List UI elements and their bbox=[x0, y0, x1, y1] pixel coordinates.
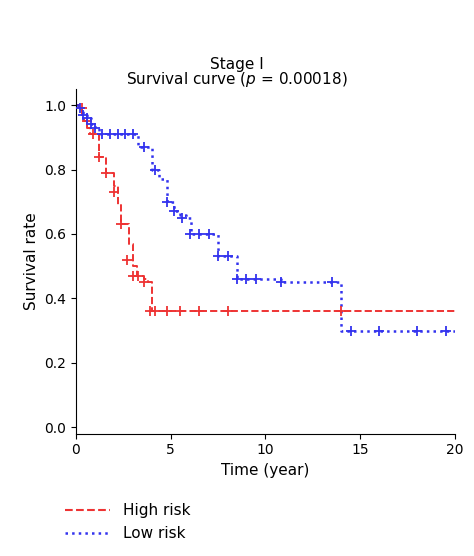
Point bbox=[102, 168, 110, 177]
Y-axis label: Survival rate: Survival rate bbox=[24, 212, 38, 310]
Point bbox=[375, 326, 383, 335]
Point bbox=[89, 130, 97, 138]
Point bbox=[114, 130, 121, 138]
Point bbox=[195, 307, 203, 316]
Point bbox=[233, 275, 241, 284]
X-axis label: Time (year): Time (year) bbox=[221, 463, 310, 478]
Point bbox=[337, 307, 345, 316]
Text: Stage I: Stage I bbox=[210, 57, 264, 72]
Point bbox=[80, 110, 87, 119]
Point bbox=[152, 165, 159, 174]
Point bbox=[129, 130, 137, 138]
Point bbox=[195, 230, 203, 239]
Point bbox=[178, 214, 186, 222]
Point bbox=[123, 255, 131, 264]
Point bbox=[171, 207, 178, 216]
Point bbox=[83, 117, 91, 126]
Point bbox=[328, 278, 336, 287]
Point bbox=[121, 130, 129, 138]
Point bbox=[140, 278, 148, 287]
Point bbox=[91, 123, 99, 132]
Point bbox=[146, 307, 154, 316]
Point bbox=[129, 271, 137, 280]
Point bbox=[347, 326, 355, 335]
Point bbox=[176, 307, 184, 316]
Point bbox=[99, 130, 106, 138]
Point bbox=[83, 113, 91, 122]
Point bbox=[152, 307, 159, 316]
Legend: High risk, Low risk: High risk, Low risk bbox=[64, 503, 190, 541]
Point bbox=[95, 152, 102, 161]
Point bbox=[110, 187, 118, 196]
Point bbox=[87, 120, 95, 129]
Point bbox=[140, 142, 148, 151]
Point bbox=[205, 230, 212, 239]
Point bbox=[163, 197, 171, 206]
Point bbox=[214, 252, 222, 261]
Point bbox=[243, 275, 250, 284]
Point bbox=[135, 271, 142, 280]
Point bbox=[442, 326, 449, 335]
Point bbox=[224, 307, 231, 316]
Point bbox=[118, 220, 125, 229]
Point bbox=[106, 130, 114, 138]
Point bbox=[78, 104, 85, 113]
Text: Survival curve ($p$ = 0.00018): Survival curve ($p$ = 0.00018) bbox=[126, 70, 348, 89]
Point bbox=[76, 104, 83, 113]
Point bbox=[186, 230, 193, 239]
Point bbox=[252, 275, 260, 284]
Point bbox=[224, 252, 231, 261]
Point bbox=[277, 278, 284, 287]
Point bbox=[163, 307, 171, 316]
Point bbox=[413, 326, 421, 335]
